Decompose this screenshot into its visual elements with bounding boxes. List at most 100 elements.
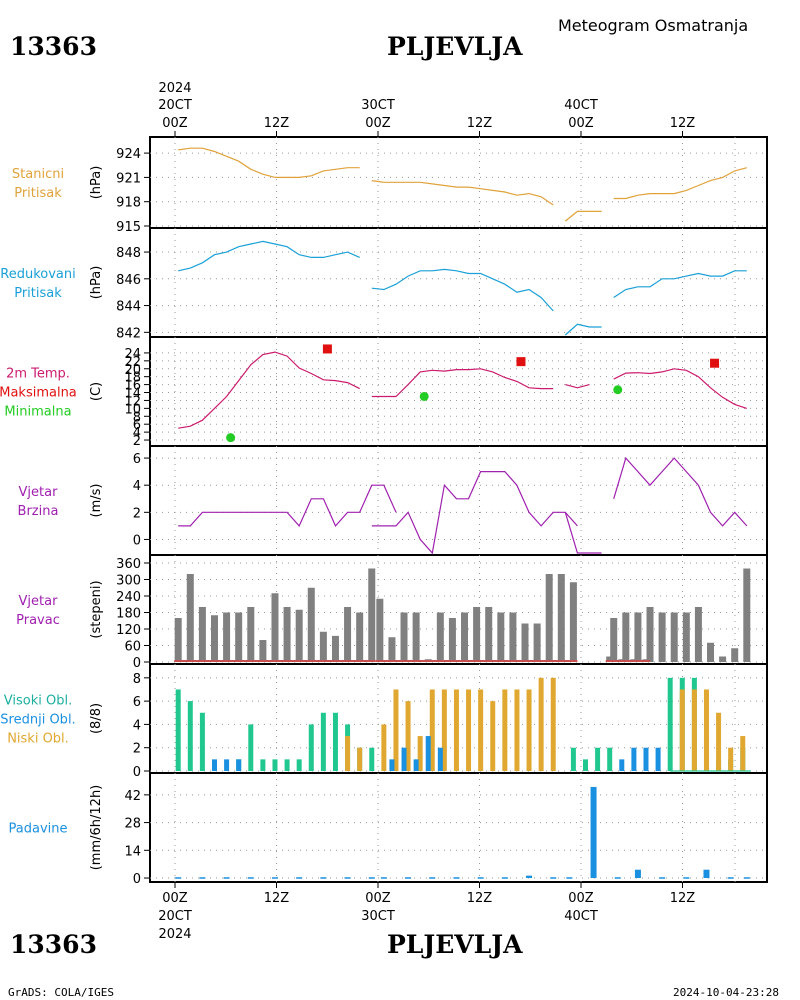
series-line xyxy=(178,147,360,178)
direction-bar xyxy=(485,607,493,662)
top-axis-label: 00Z xyxy=(162,116,188,131)
panel-label: Minimalna xyxy=(4,405,71,420)
cloud-high-bar xyxy=(260,759,266,771)
cloud-mid-bar xyxy=(401,747,407,771)
series-line xyxy=(564,512,602,554)
precip-bar xyxy=(683,877,690,879)
direction-bar xyxy=(743,568,751,662)
precip-bar xyxy=(175,877,182,879)
y-tick-label: 6 xyxy=(133,418,141,433)
precip-bar xyxy=(526,875,533,879)
cloud-high-bar xyxy=(187,701,193,771)
y-tick-label: 0 xyxy=(133,656,141,671)
unit-label: (C) xyxy=(89,382,104,401)
bottom-axis-label: 12Z xyxy=(467,891,493,906)
panel-label: 2m Temp. xyxy=(6,367,70,382)
panel-p2: 848 846 844 842 (hPa) Redukovani Pritisak xyxy=(0,227,768,341)
direction-bar xyxy=(174,618,182,662)
precip-bar xyxy=(743,877,750,879)
cloud-low-bar xyxy=(740,736,746,771)
panel-p4: 0 2 4 6 (m/s) Vjetar Brzina xyxy=(18,445,768,556)
station-name: PLJEVLJA xyxy=(387,32,523,61)
precip-bar xyxy=(501,877,508,879)
precip-bar xyxy=(614,877,621,879)
y-tick-label: 0 xyxy=(133,872,141,887)
panel-p1: 924 921 918 915 (hPa) Stanicni Pritisak xyxy=(12,136,768,235)
direction-bar xyxy=(210,615,218,662)
y-tick-label: 844 xyxy=(116,300,141,315)
cloud-low-bar xyxy=(526,689,532,771)
y-tick-label: 16 xyxy=(124,379,141,394)
cloud-high-bar xyxy=(296,759,302,771)
y-tick-label: 360 xyxy=(116,557,141,572)
precip-bar xyxy=(247,877,254,879)
tmin-marker xyxy=(613,385,623,395)
y-tick-label: 0 xyxy=(133,533,141,548)
cloud-high-bar xyxy=(582,759,588,771)
y-tick-label: 20 xyxy=(124,363,141,378)
series-line xyxy=(613,270,747,299)
direction-bar xyxy=(388,637,396,662)
precip-bar xyxy=(590,786,597,879)
top-time-axis: 2024 20CT 00Z 12Z 30CT 00Z 12Z 40CT 00Z 12Z xyxy=(158,81,695,137)
cloud-high-bar xyxy=(248,724,254,771)
cloud-mid-bar xyxy=(437,747,443,771)
y-tick-label: 846 xyxy=(116,273,141,288)
direction-bar xyxy=(719,656,727,662)
bottom-axis-label: 20CT xyxy=(158,909,192,924)
direction-bar xyxy=(259,640,267,662)
y-tick-label: 8 xyxy=(133,410,141,425)
cloud-low-bar xyxy=(405,701,411,771)
precip-bar xyxy=(429,877,436,879)
y-tick-label: 8 xyxy=(133,672,141,687)
cloud-mid-bar xyxy=(224,759,230,771)
direction-bar xyxy=(509,612,517,662)
top-axis-label: 00Z xyxy=(365,116,391,131)
series-line xyxy=(178,351,360,429)
top-axis-label: 2024 xyxy=(158,81,191,96)
tmax-marker xyxy=(516,357,526,367)
panel-label: Stanicni xyxy=(12,167,64,182)
direction-bar xyxy=(307,587,315,662)
cloud-low-bar xyxy=(490,701,496,771)
y-tick-label: 915 xyxy=(116,220,141,235)
cloud-high-bar xyxy=(175,689,181,771)
cloud-low-bar xyxy=(345,736,351,771)
plot-area xyxy=(175,677,751,772)
panel-p6: 0 2 4 6 8 (8/8) Visoki Obl. Srednji Obl. Niski O… xyxy=(0,663,768,780)
tmax-marker xyxy=(322,344,332,354)
y-tick-label: 22 xyxy=(124,355,141,370)
tmin-marker xyxy=(419,391,429,401)
bottom-axis-label: 12Z xyxy=(670,891,696,906)
cloud-low-bar xyxy=(381,724,387,771)
panel-frame xyxy=(149,336,768,447)
y-tick-label: 28 xyxy=(124,817,141,832)
y-tick-label: 2 xyxy=(133,506,141,521)
panel-label: Pritisak xyxy=(14,286,62,301)
direction-bar xyxy=(610,618,618,662)
panel-label: Niski Obl. xyxy=(7,732,69,747)
cloud-low-bar xyxy=(703,689,709,771)
cloud-low-bar xyxy=(538,677,544,771)
panel-label: Visoki Obl. xyxy=(4,694,72,709)
plot-area xyxy=(178,240,747,336)
bottom-axis-label: 40CT xyxy=(564,909,598,924)
direction-bar xyxy=(436,612,444,662)
direction-bar xyxy=(557,574,565,662)
direction-bar xyxy=(658,612,666,662)
panel-label: Pritisak xyxy=(14,186,62,201)
panel-label: Vjetar xyxy=(19,594,59,609)
y-tick-label: 2 xyxy=(133,434,141,449)
y-tick-label: 240 xyxy=(116,590,141,605)
precip-bar xyxy=(368,877,375,879)
series-line xyxy=(613,368,747,409)
y-tick-label: 2 xyxy=(133,742,141,757)
direction-bar xyxy=(271,593,279,662)
y-tick-label: 60 xyxy=(124,640,141,655)
cloud-mid-bar xyxy=(389,759,395,771)
panel-label: Srednji Obl. xyxy=(0,713,75,728)
precip-bar xyxy=(477,877,484,879)
panel-label: Redukovani xyxy=(0,267,75,282)
